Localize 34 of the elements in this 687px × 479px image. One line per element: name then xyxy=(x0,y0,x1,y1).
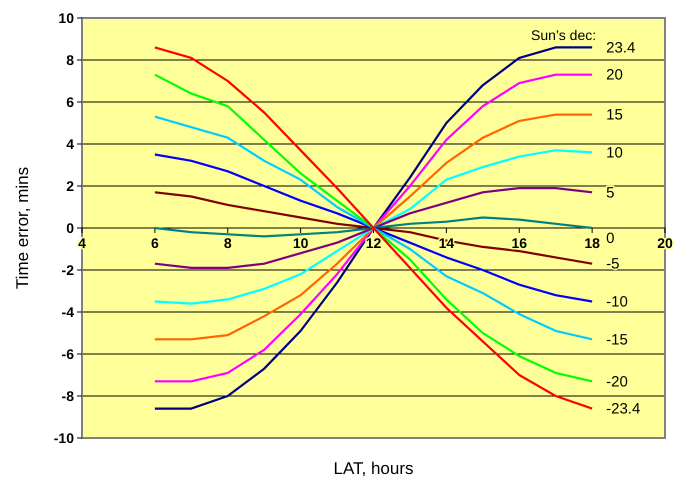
line-series xyxy=(154,216,594,238)
series-label: 5 xyxy=(606,184,614,202)
y-tick-label: -10 xyxy=(54,430,74,446)
series-label: -5 xyxy=(606,256,620,273)
y-tick-label: 6 xyxy=(66,94,74,110)
series-label: -20 xyxy=(606,373,628,390)
y-tick-label: -4 xyxy=(62,304,74,320)
x-tick-label: 10 xyxy=(292,235,309,251)
x-tick-label: 20 xyxy=(657,235,673,251)
series-label: 20 xyxy=(606,66,623,84)
x-tick-label: 4 xyxy=(78,235,86,251)
series-label: 10 xyxy=(606,144,623,162)
series-label: 23.4 xyxy=(606,39,636,56)
y-tick-label: -6 xyxy=(62,346,74,362)
x-tick-label: 8 xyxy=(224,235,232,251)
x-tick-label: 18 xyxy=(584,235,600,251)
y-tick-label: 10 xyxy=(58,10,74,26)
series-label: 0 xyxy=(606,230,614,247)
x-tick-label: 12 xyxy=(366,235,382,251)
x-tick-label: 16 xyxy=(511,235,528,251)
y-tick-label: 2 xyxy=(66,178,74,194)
x-tick-label: 6 xyxy=(150,235,159,251)
series-label: -23.4 xyxy=(606,400,640,418)
y-tick-label: -2 xyxy=(62,262,74,278)
y-tick-label: 8 xyxy=(66,52,74,68)
y-tick-label: 4 xyxy=(66,136,74,152)
x-axis-title: LAT, hours xyxy=(333,459,414,478)
y-axis-title: Time error, mins xyxy=(13,166,32,290)
legend-title: Sun’s dec: xyxy=(531,27,596,43)
y-tick-label: 0 xyxy=(66,220,74,236)
series-label: -15 xyxy=(606,331,628,348)
series-label: -10 xyxy=(606,294,628,310)
y-tick-label: -8 xyxy=(62,388,74,404)
series-label: 15 xyxy=(606,106,623,124)
